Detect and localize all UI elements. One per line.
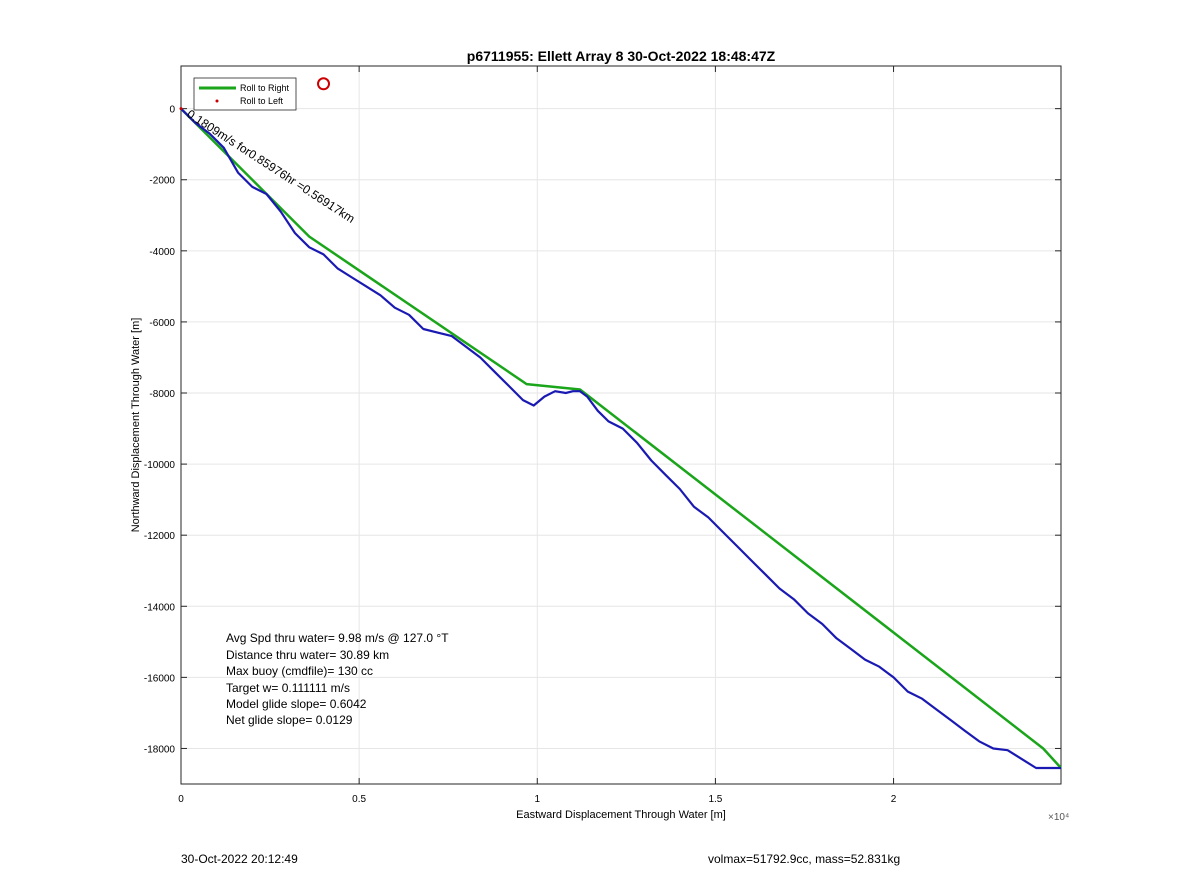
stat-model-glide-slope: Model glide slope= 0.6042 — [226, 697, 367, 711]
grid-lines — [180, 66, 1061, 784]
chart-title: p6711955: Ellett Array 8 30-Oct-2022 18:… — [467, 48, 776, 64]
footer-volmax-mass: volmax=51792.9cc, mass=52.831kg — [708, 852, 901, 866]
x-tick-label: 0 — [178, 794, 184, 805]
footer-timestamp: 30-Oct-2022 20:12:49 — [181, 852, 298, 866]
roll-left-point — [179, 107, 183, 111]
stats-box: Avg Spd thru water= 9.98 m/s @ 127.0 °T … — [226, 631, 449, 727]
x-axis-exponent: ×10⁴ — [1048, 812, 1069, 823]
x-tick-label: 0.5 — [352, 794, 366, 805]
stat-target-w: Target w= 0.111111 m/s — [226, 681, 350, 695]
x-tick-label: 2 — [891, 794, 897, 805]
y-tick-label: -6000 — [149, 318, 175, 329]
y-tick-label: -14000 — [144, 602, 176, 613]
y-tick-label: -2000 — [149, 176, 175, 187]
series-line-1 — [180, 107, 1061, 770]
stat-net-glide-slope: Net glide slope= 0.0129 — [226, 713, 353, 727]
plot-area — [180, 65, 1062, 785]
legend: Roll to Right Roll to Left — [193, 77, 297, 111]
y-tick-label: -10000 — [144, 460, 176, 471]
x-axis-label: Eastward Displacement Through Water [m] — [516, 809, 726, 821]
y-tick-label: -4000 — [149, 247, 175, 258]
series-line-0 — [180, 107, 1062, 769]
stat-max-buoy: Max buoy (cmdfile)= 130 cc — [226, 664, 373, 678]
y-tick-label: -12000 — [144, 531, 176, 542]
legend-box — [193, 77, 297, 111]
y-axis: 0 -2000 -4000 -6000 -8000 -10000 -12000 -14000 -… — [144, 105, 1061, 755]
marker-circle — [317, 77, 331, 91]
legend-swatch-roll-left — [215, 99, 219, 103]
series-layer — [180, 107, 1062, 770]
stat-avg-speed: Avg Spd thru water= 9.98 m/s @ 127.0 °T — [226, 631, 449, 645]
y-axis-label: Northward Displacement Through Water [m] — [130, 318, 142, 533]
x-tick-label: 1 — [534, 794, 540, 805]
legend-label-roll-left: Roll to Left — [240, 96, 284, 106]
y-tick-label: 0 — [169, 105, 175, 116]
x-axis: 0 0.5 1 1.5 2 — [178, 66, 897, 805]
y-tick-label: -8000 — [149, 389, 175, 400]
segment-annotation: 0.1809m/s for0.85976hr =0.56917km — [184, 107, 357, 226]
x-tick-label: 1.5 — [708, 794, 722, 805]
stat-distance: Distance thru water= 30.89 km — [226, 648, 389, 662]
y-tick-label: -16000 — [144, 673, 176, 684]
legend-label-roll-right: Roll to Right — [240, 83, 290, 93]
y-tick-label: -18000 — [144, 744, 176, 755]
